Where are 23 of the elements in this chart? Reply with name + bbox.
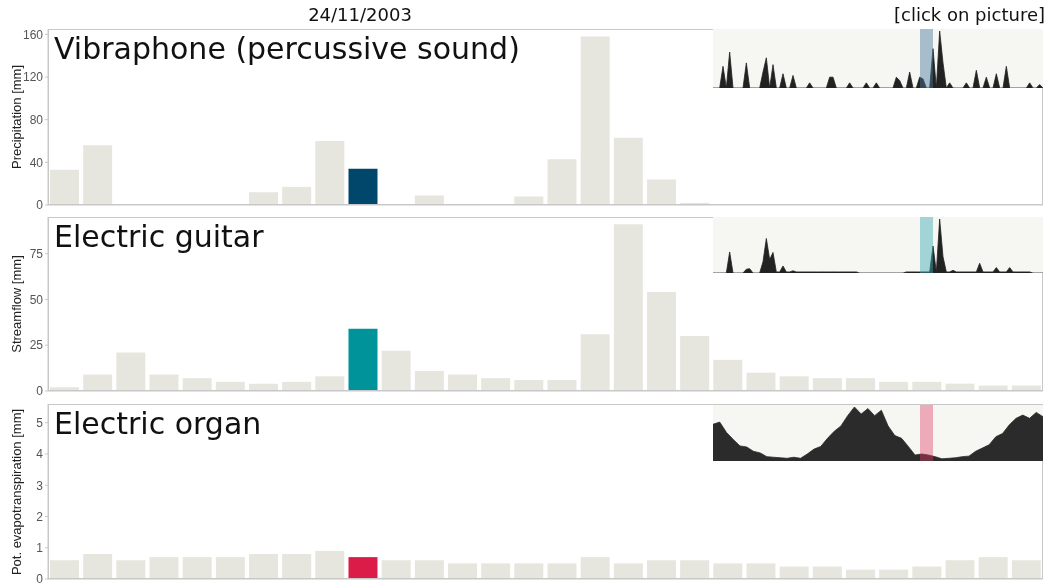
y-tick-label: 120	[22, 70, 44, 85]
chart-title: Vibraphone (percussive sound)	[54, 31, 520, 66]
y-tick-label: 5	[36, 416, 44, 431]
y-tick-label: 0	[36, 384, 44, 399]
y-tick-label: 160	[22, 27, 44, 42]
y-tick-label: 4	[36, 447, 44, 462]
y-tick-label: 2	[36, 509, 44, 524]
y-tick-label: 0	[36, 198, 44, 213]
text: 24/11/2003	[307, 4, 413, 25]
y-tick-label: 1	[36, 541, 44, 556]
y-tick-label: 80	[29, 112, 44, 127]
y-tick-label: 50	[29, 292, 44, 307]
y-axis-title: Precipitation [mm]	[8, 64, 24, 170]
y-axis-title: Streamflow [mm]	[8, 255, 24, 353]
y-tick-label: 3	[36, 478, 44, 493]
y-tick-label: 75	[29, 246, 44, 261]
y-tick-label: 0	[36, 572, 44, 584]
y-axis-title: Pot. evapotranspiration [mm]	[8, 408, 24, 575]
y-tick-label: 40	[29, 155, 44, 170]
chart-title: Electric organ	[54, 406, 262, 441]
chart-title: Electric guitar	[54, 219, 264, 254]
text: [click on picture]	[894, 4, 1045, 25]
y-tick-label: 25	[29, 338, 44, 353]
